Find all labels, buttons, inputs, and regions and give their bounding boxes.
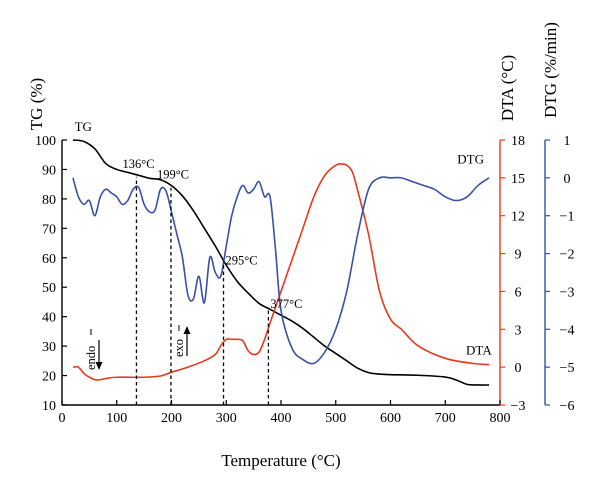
exo-indicator: exo xyxy=(172,325,191,357)
x-tick-label: 400 xyxy=(271,411,292,426)
tg-axis-title: TG (%) xyxy=(27,78,46,130)
endo-label: endo xyxy=(84,346,98,370)
dtg-tick-label: 1 xyxy=(564,134,571,149)
dtg-tick-label: −4 xyxy=(560,323,575,338)
exo-arrowhead-icon xyxy=(183,326,191,334)
endo-indicator: endo xyxy=(84,329,103,370)
x-tick-label: 700 xyxy=(435,411,456,426)
tg-tick-label: 50 xyxy=(42,281,56,296)
dta-tick-label: 6 xyxy=(515,285,522,300)
tg-tick-label: 20 xyxy=(42,370,56,385)
tg-tick-label: 100 xyxy=(35,134,56,149)
dta-tick-label: 3 xyxy=(515,323,522,338)
x-tick-label: 800 xyxy=(490,411,511,426)
x-tick-label: 300 xyxy=(216,411,237,426)
annotation-label: 295°C xyxy=(226,253,258,267)
series-dta-line xyxy=(72,163,490,381)
dta-axis-title: DTA (°C) xyxy=(498,55,517,121)
x-tick-label: 200 xyxy=(161,411,182,426)
exo-label: exo xyxy=(172,339,186,357)
tg-tick-label: 80 xyxy=(42,193,56,208)
dtg-tick-label: 0 xyxy=(564,172,571,187)
x-tick-label: 100 xyxy=(106,411,127,426)
series-dtg-line xyxy=(72,176,490,365)
dtg-tick-label: −6 xyxy=(560,399,575,414)
dtg-tick-label: −1 xyxy=(560,210,575,225)
annotation-label: 377°C xyxy=(270,297,302,311)
x-tick-label: 600 xyxy=(380,411,401,426)
dta-tick-label: 0 xyxy=(515,361,522,376)
dtg-tick-label: −2 xyxy=(560,248,575,263)
x-tick-label: 0 xyxy=(59,411,66,426)
series-label-dtg: DTG xyxy=(457,152,484,167)
series-label-dta: DTA xyxy=(466,343,492,358)
tg-tick-label: 30 xyxy=(42,340,56,355)
endo-arrowhead-icon xyxy=(95,362,103,370)
tg-tick-label: 40 xyxy=(42,311,56,326)
dta-tick-label: 18 xyxy=(511,134,525,149)
x-tick-label: 500 xyxy=(325,411,346,426)
dtg-tick-label: −5 xyxy=(560,361,575,376)
dta-tick-label: 9 xyxy=(515,248,522,263)
x-axis-title: Temperature (°C) xyxy=(221,451,340,470)
plot-area xyxy=(72,139,490,386)
dta-tick-label: 15 xyxy=(511,172,525,187)
dtg-axis-title: DTG (%/min) xyxy=(541,22,560,118)
tg-tick-label: 90 xyxy=(42,163,56,178)
tg-tick-label: 60 xyxy=(42,252,56,267)
tg-tick-label: 70 xyxy=(42,222,56,237)
dtg-tick-label: −3 xyxy=(560,285,575,300)
tg-tick-label: 10 xyxy=(42,399,56,414)
axes-layer: 0 100 200 300 400 500 600 700 800102030405060708… xyxy=(35,134,574,426)
annotation-label: 199°C xyxy=(157,167,189,181)
dta-tick-label: 12 xyxy=(511,210,525,225)
series-label-tg: TG xyxy=(75,119,92,134)
annotation-label: 136°C xyxy=(122,157,154,171)
dta-tick-label: −3 xyxy=(511,399,526,414)
series-tg-line xyxy=(72,139,490,386)
